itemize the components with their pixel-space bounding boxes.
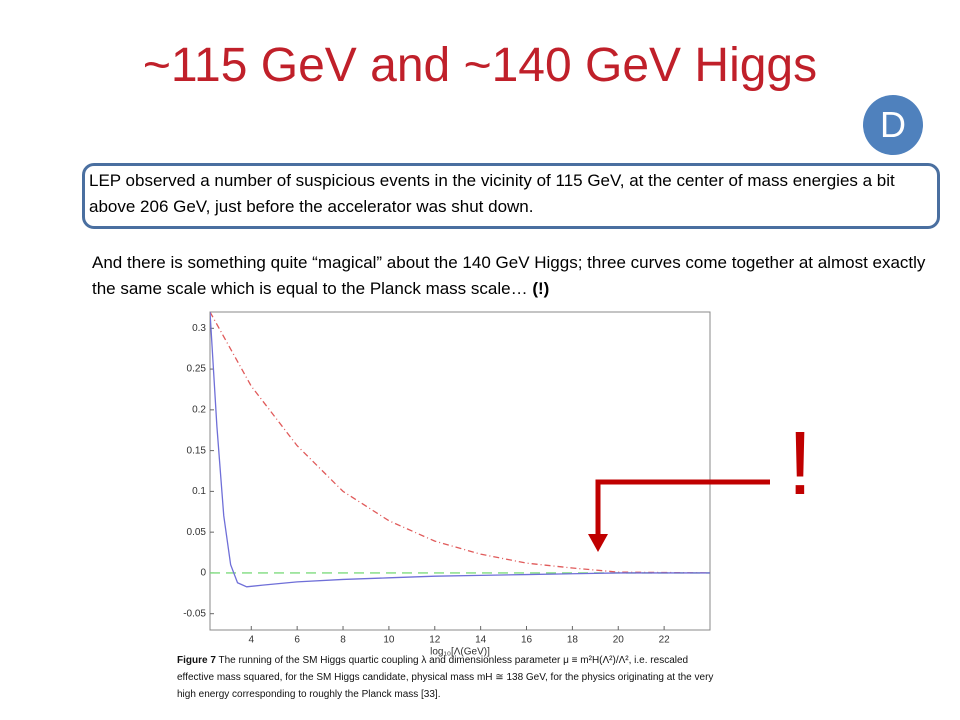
paragraph-text: And there is something quite “magical” a… [92, 253, 926, 298]
plot-frame [209, 311, 711, 631]
x-tick-label: 12 [429, 635, 441, 646]
line [210, 312, 710, 588]
y-tick-label: 0.2 [192, 404, 206, 415]
x-tick-label: 22 [659, 635, 671, 646]
x-tick-label: 20 [613, 635, 625, 646]
arrow [595, 479, 770, 538]
x-tick-label: 18 [567, 635, 579, 646]
y-tick-label: 0.3 [192, 323, 206, 334]
x-tick-label: 8 [340, 635, 346, 646]
y-tick-label: 0.15 [187, 445, 207, 456]
highlight-box: LEP observed a number of suspicious even… [82, 163, 940, 229]
exclamation: ! [787, 414, 812, 514]
slide-title: ~115 GeV and ~140 GeV Higgs [142, 39, 818, 92]
x-tick-label: 14 [475, 635, 487, 646]
badge: D [863, 95, 923, 155]
x-tick-label: 6 [294, 635, 300, 646]
paragraph: And there is something quite “magical” a… [92, 250, 932, 302]
x-tick-label: 10 [383, 635, 395, 646]
figure-caption: Figure 7 The running of the SM Higgs qua… [177, 652, 722, 703]
caption-text: The running of the SM Higgs quartic coup… [177, 655, 714, 700]
y-tick-label: 0.1 [192, 486, 206, 497]
y-tick-label: 0.25 [187, 364, 207, 375]
paragraph-emphasis: (!) [532, 279, 550, 298]
caption-label: Figure 7 [177, 655, 216, 666]
line [210, 312, 710, 574]
y-tick-label: 0 [200, 568, 206, 579]
arrow-head [588, 534, 608, 552]
x-axis-label: log₁₀[Λ(GeV)] [430, 647, 490, 658]
y-tick-label: 0.05 [187, 527, 207, 538]
y-tick-label: -0.05 [183, 608, 206, 619]
x-tick-label: 16 [521, 635, 533, 646]
x-tick-label: 4 [249, 635, 255, 646]
